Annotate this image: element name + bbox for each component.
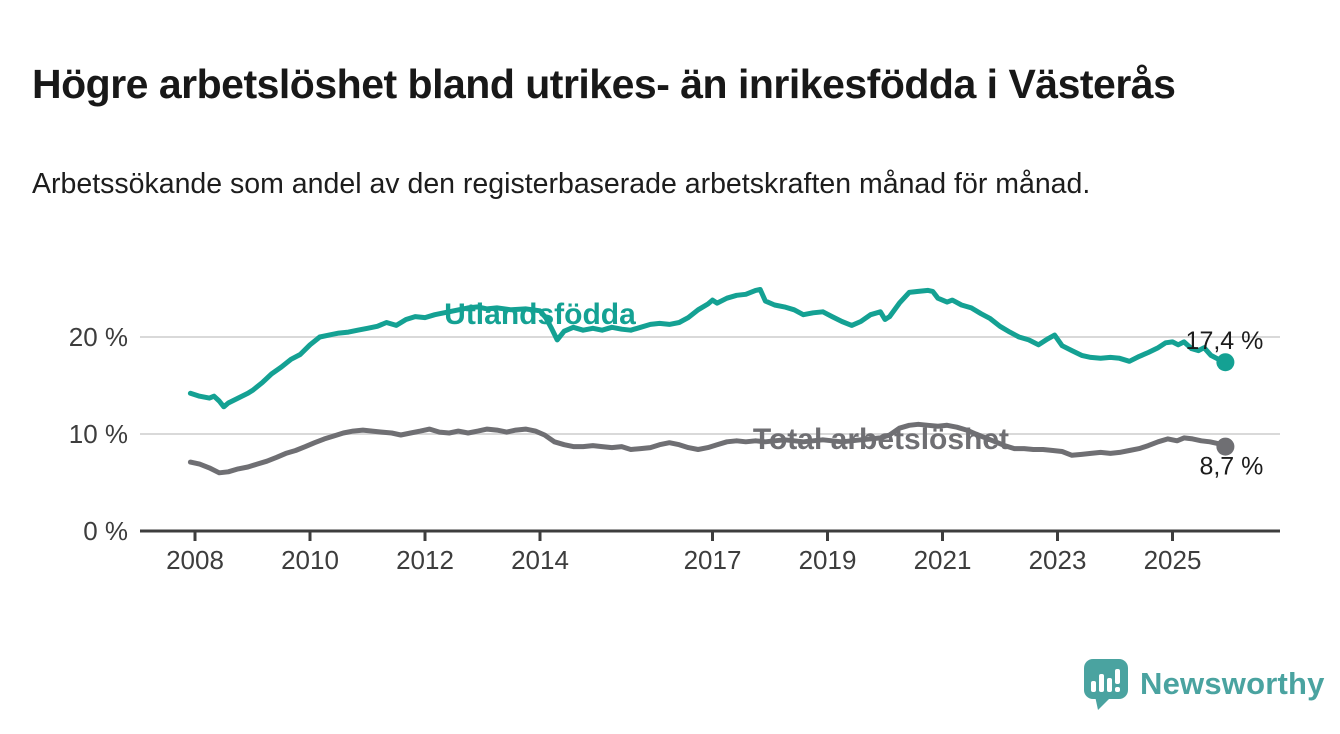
x-tick-label: 2025: [1144, 545, 1202, 575]
series-label-1: Total arbetslöshet: [753, 423, 1009, 456]
series-end-value-0: 17,4 %: [1186, 327, 1264, 355]
series-line-1: [187, 421, 1228, 476]
x-tick-label: 2021: [914, 545, 972, 575]
line-chart: 0 % 10 % 20 % 2008 2010 2012 2014 2017 2019 2021 2…: [69, 287, 1280, 575]
series-end-value-1: 8,7 %: [1199, 453, 1263, 481]
page-title: Högre arbetslöshet bland utrikes- än inr…: [32, 61, 1176, 108]
series-line-0: [187, 287, 1228, 410]
brand-name: Newsworthy: [1140, 666, 1325, 701]
newsworthy-logo-icon: [1084, 659, 1128, 710]
chart-subtitle: Arbetssökande som andel av den registerb…: [32, 167, 1091, 200]
x-tick-label: 2014: [511, 545, 569, 575]
x-tick-label: 2017: [684, 545, 742, 575]
x-tick-label: 2012: [396, 545, 454, 575]
y-tick-label: 20 %: [69, 322, 128, 352]
y-tick-label: 10 %: [69, 419, 128, 449]
x-tick-label: 2023: [1029, 545, 1087, 575]
brand-footer: Newsworthy: [1083, 658, 1325, 710]
series-end-dot-1: [1216, 437, 1235, 456]
series-end-dot-0: [1216, 353, 1235, 372]
x-tick-label: 2010: [281, 545, 339, 575]
x-tick-label: 2008: [166, 545, 224, 575]
series-label-0: Utlandsfödda: [444, 298, 636, 331]
x-tick-label: 2019: [799, 545, 857, 575]
y-tick-label: 0 %: [83, 516, 128, 546]
